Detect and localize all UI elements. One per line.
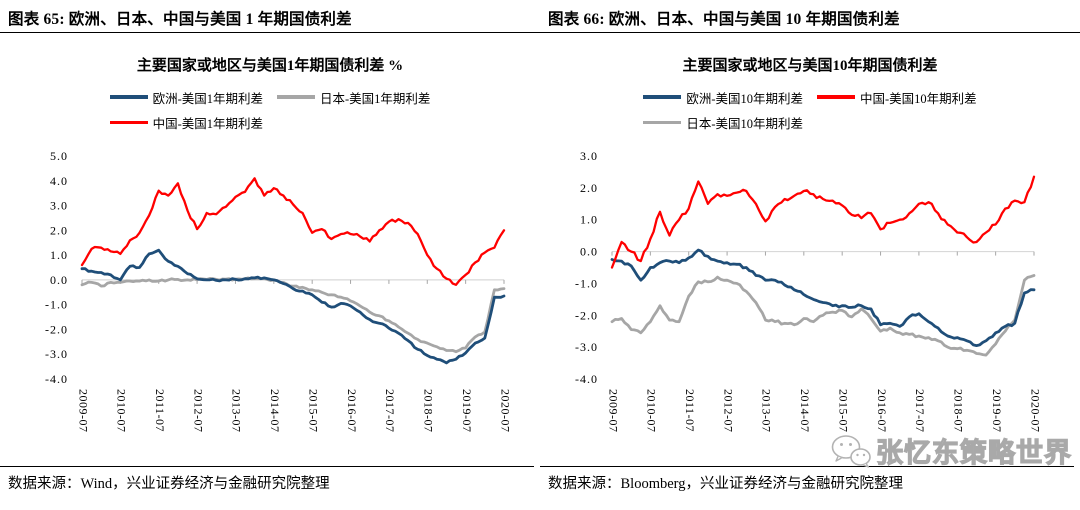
x-tick-label: 2012-07	[721, 389, 735, 433]
x-tick-label: 2009-07	[606, 389, 620, 433]
x-tick-label: 2020-07	[498, 389, 512, 433]
legend-item: 欧洲-美国10年期利差	[643, 87, 803, 107]
legend-label: 中国-美国1年期利差	[152, 117, 263, 131]
y-tick-label: 2.0	[50, 223, 68, 237]
y-tick-label: 3.0	[50, 199, 68, 213]
legend-label: 日本-美国1年期利差	[320, 91, 431, 106]
series-line-中国-美国1年期利差	[80, 177, 506, 286]
y-tick-label: -2.0	[575, 308, 598, 322]
legend-line-swatch	[817, 95, 855, 99]
legend-item: 日本-美国1年期利差	[277, 87, 430, 107]
legend-label: 欧洲-美国10年期利差	[686, 91, 803, 106]
y-tick-label: -1.0	[575, 276, 598, 290]
series-line-日本-美国1年期利差	[80, 276, 506, 354]
x-tick-label: 2018-07	[952, 389, 966, 433]
x-tick-label: 2014-07	[268, 389, 282, 433]
y-tick-label: 4.0	[50, 174, 68, 188]
chart-65-title: 主要国家或地区与美国1年期国债利差 %	[136, 58, 404, 74]
x-tick-label: 2015-07	[306, 389, 320, 433]
x-tick-label: 2013-07	[230, 389, 244, 433]
y-tick-label: 5.0	[50, 149, 68, 163]
y-tick-label: -3.0	[575, 340, 598, 354]
x-tick-label: 2017-07	[913, 389, 927, 433]
legend-item: 中国-美国1年期利差	[109, 113, 263, 133]
legend-item: 中国-美国10年期利差	[817, 87, 977, 107]
x-tick-label: 2015-07	[836, 389, 850, 433]
x-tick-label: 2013-07	[760, 389, 774, 433]
figure-66-caption: 图表 66: 欧洲、日本、中国与美国 10 年期国债利差	[540, 0, 1080, 33]
figure-65-caption: 图表 65: 欧洲、日本、中国与美国 1 年期国债利差	[0, 0, 540, 33]
chart-65-legend: 欧洲-美国1年期利差 日本-美国1年期利差中国-美国1年期利差	[0, 87, 540, 133]
figure-65-panel: 图表 65: 欧洲、日本、中国与美国 1 年期国债利差 主要国家或地区与美国1年…	[0, 0, 540, 493]
x-tick-label: 2009-07	[76, 389, 90, 433]
source-text: 数据来源：Wind，兴业证券经济与金融研究院整理	[8, 476, 330, 492]
legend-label: 中国-美国10年期利差	[860, 91, 977, 106]
legend-label: 日本-美国10年期利差	[686, 117, 803, 131]
series-line-日本-美国10年期利差	[610, 274, 1036, 357]
series-line-中国-美国10年期利差	[610, 175, 1036, 269]
y-tick-label: 0.0	[580, 245, 598, 259]
x-tick-label: 2016-07	[345, 389, 359, 433]
legend-line-swatch	[109, 95, 148, 99]
y-tick-label: -3.0	[45, 347, 68, 361]
legend-label: 欧洲-美国1年期利差	[152, 91, 263, 106]
line-chart-1yr-spread: 5.0 4.0 3.0 2.0 1.0 0.0 -1.0 -2.0 -3.0 -4.0 2009-0…	[45, 149, 512, 433]
line-chart-10yr-spread: 3.0 2.0 1.0 0.0 -1.0 -2.0 -3.0 -4.0 2009-07 2010-…	[575, 149, 1042, 433]
legend-item: 日本-美国10年期利差	[643, 113, 803, 133]
y-tick-label: -4.0	[45, 372, 68, 386]
x-tick-label: 2011-07	[153, 389, 167, 432]
figure-66-source: 数据来源：Bloomberg，兴业证券经济与金融研究院整理	[540, 466, 1074, 493]
x-tick-label: 2020-07	[1028, 389, 1042, 433]
x-tick-label: 2019-07	[460, 389, 474, 433]
figure-66-panel: 图表 66: 欧洲、日本、中国与美国 10 年期国债利差 主要国家或地区与美国1…	[540, 0, 1080, 510]
y-tick-label: -4.0	[575, 372, 598, 386]
source-text: 数据来源：Bloomberg，兴业证券经济与金融研究院整理	[548, 476, 903, 492]
legend-item: 欧洲-美国1年期利差	[109, 87, 263, 107]
x-tick-label: 2014-07	[798, 389, 812, 433]
y-tick-label: -2.0	[45, 322, 68, 336]
series-line-欧洲-美国10年期利差	[610, 248, 1036, 347]
figure-65-source: 数据来源：Wind，兴业证券经济与金融研究院整理	[0, 466, 534, 493]
x-tick-label: 2017-07	[383, 389, 397, 433]
x-tick-label: 2016-07	[875, 389, 889, 433]
x-tick-label: 2010-07	[115, 389, 129, 433]
legend-line-swatch	[277, 95, 315, 99]
y-tick-label: 1.0	[50, 248, 68, 262]
legend-line-swatch	[109, 120, 148, 125]
x-tick-label: 2012-07	[191, 389, 205, 433]
y-tick-label: 1.0	[580, 213, 598, 227]
legend-line-swatch	[643, 120, 682, 125]
series-line-欧洲-美国1年期利差	[80, 248, 506, 365]
y-tick-label: 3.0	[580, 149, 598, 163]
legend-line-swatch	[643, 95, 682, 99]
x-tick-label: 2019-07	[990, 389, 1004, 433]
x-tick-label: 2010-07	[645, 389, 659, 433]
y-tick-label: 2.0	[580, 181, 598, 195]
chart-66-title: 主要国家或地区与美国10年期国债利差	[682, 58, 938, 74]
y-tick-label: -1.0	[45, 298, 68, 312]
x-tick-label: 2011-07	[683, 389, 697, 432]
y-tick-label: 0.0	[50, 273, 68, 287]
chart-66-legend: 欧洲-美国10年期利差 中国-美国10年期利差日本-美国10年期利差	[540, 87, 1080, 133]
x-tick-label: 2018-07	[422, 389, 436, 433]
